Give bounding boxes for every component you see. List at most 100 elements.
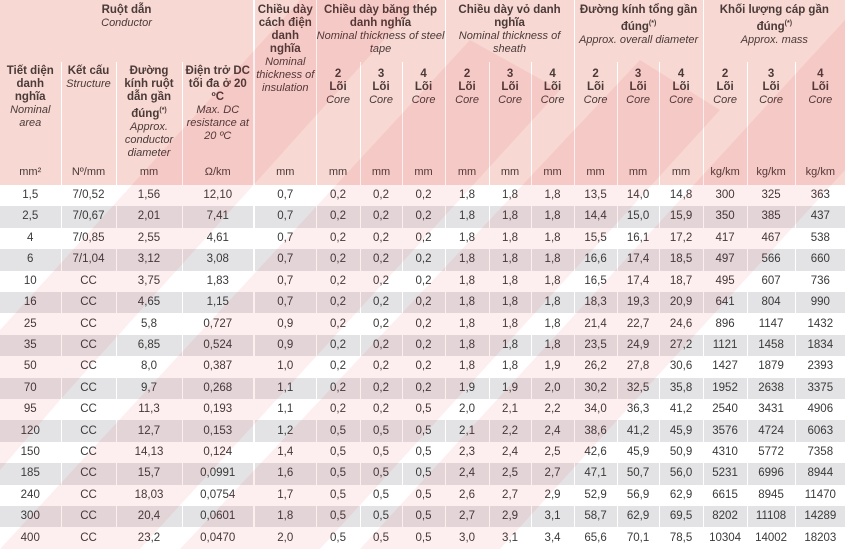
core-label-en: Core	[369, 94, 393, 107]
table-cell: 467	[746, 227, 796, 250]
table-cell: 2,9	[530, 484, 575, 506]
table-row: 50 CC 8,0 0,387 1,0 0,2 0,2 0,2 1,8 1,8 1,9 26,2 27,…	[0, 356, 845, 378]
table-cell: 2,0	[530, 377, 575, 399]
table-row: 25 CC 5,8 0,727 0,9 0,2 0,2 0,2 1,8 1,8 1,8 21,4 22,…	[0, 313, 845, 335]
table-cell: 0,7	[253, 227, 317, 250]
steel-tape-core-4-header: 4 Lõi Core	[401, 62, 446, 161]
table-cell: 2,01	[115, 206, 182, 228]
core-label-en: Core	[583, 94, 608, 107]
table-cell: 14002	[746, 527, 796, 549]
table-cell: 1952	[702, 377, 748, 399]
conductor-diameter-title-vi: Đường kính ruột dẫn gần đúng(*)	[124, 65, 174, 121]
core-label-vi: Lõi	[501, 81, 519, 94]
table-cell: 0,387	[181, 356, 256, 378]
table-cell: 1,8	[488, 206, 532, 228]
table-cell: 34,0	[573, 398, 618, 421]
table-row: 16 CC 4,65 1,15 0,7 0,2 0,2 0,2 1,8 1,8 1,8 18,3 19,…	[0, 291, 845, 314]
table-cell: 4906	[794, 398, 845, 421]
table-cell: 1147	[746, 313, 796, 335]
core-label-en: Core	[669, 94, 693, 107]
table-cell: 14,13	[115, 441, 182, 464]
table-cell: 12,7	[115, 420, 182, 442]
table-cell: 2,1	[444, 420, 490, 442]
table-cell: 9,7	[115, 377, 182, 399]
area-header: Tiết diện danh nghĩa Nominal area	[0, 62, 61, 161]
table-cell: 2393	[794, 356, 845, 378]
table-cell: 13,5	[573, 184, 618, 207]
unit-cell: mm	[315, 160, 361, 185]
table-cell: 25	[0, 313, 61, 335]
table-cell: 385	[746, 206, 796, 228]
table-row: 95 CC 11,3 0,193 1,1 0,2 0,2 0,5 2,0 2,1 2,2 34,0 36…	[0, 398, 845, 421]
table-row: 185 CC 15,7 0,0991 1,6 0,5 0,5 0,5 2,4 2,5 2,7 47,1…	[0, 463, 845, 485]
mass-core-3-header: 3 Lõi Core	[746, 62, 796, 161]
table-cell: 0,5	[401, 420, 446, 442]
core-label-vi: Lõi	[672, 81, 690, 94]
table-cell: 1432	[794, 313, 845, 335]
table-cell: 7358	[794, 441, 845, 464]
table-cell: 95	[0, 398, 61, 421]
table-cell: 14289	[794, 505, 845, 528]
table-cell: 8945	[746, 484, 796, 506]
table-cell: 607	[746, 270, 796, 292]
core-label-en: Core	[411, 94, 436, 107]
table-cell: 8,0	[115, 356, 182, 378]
table-row: 120 CC 12,7 0,153 1,2 0,5 0,5 0,5 2,1 2,2 2,4 38,6 4…	[0, 420, 845, 442]
steel-tape-core-3-header: 3 Lõi Core	[359, 62, 403, 161]
table-cell: 38,6	[573, 420, 618, 442]
core-label-en: Core	[455, 94, 479, 107]
table-cell: 0,2	[401, 291, 446, 314]
table-cell: 1427	[702, 356, 748, 378]
unit-cell: mm	[658, 160, 704, 185]
sheath-title-vi: Chiều dày vỏ danh nghĩa	[458, 4, 561, 29]
table-cell: 11470	[794, 484, 845, 506]
core-label-en: Core	[326, 94, 350, 107]
table-cell: 0,153	[181, 420, 256, 442]
table-cell: 50,9	[658, 441, 704, 464]
table-cell: 35,8	[658, 377, 704, 399]
table-row: 400 CC 23,2 0,0470 2,0 0,5 0,5 0,5 3,0 3,1 3,4 65,6…	[0, 527, 845, 549]
table-cell: 736	[794, 270, 845, 292]
core-label-vi: Lõi	[458, 81, 476, 94]
core-count: 2	[334, 68, 342, 81]
table-cell: 0,2	[315, 313, 361, 335]
table-cell: 3,4	[530, 527, 575, 549]
table-cell: 0,2	[315, 227, 361, 250]
table-cell: 5,8	[115, 313, 182, 335]
table-row: 300 CC 20,4 0,0601 1,8 0,5 0,5 0,5 2,7 2,9 3,1 58,7…	[0, 505, 845, 528]
table-cell: 3431	[746, 398, 796, 421]
table-cell: 0,0754	[181, 484, 256, 506]
core-count: 4	[420, 68, 427, 81]
table-row: 2,5 7/0,67 2,01 7,41 0,7 0,2 0,2 0,2 1,8 1,8 1,8 14…	[0, 206, 845, 228]
core-label-vi: Lõi	[414, 81, 433, 94]
core-label-vi: Lõi	[811, 81, 829, 94]
table-cell: 6615	[702, 484, 748, 506]
table-cell: 0,5	[359, 527, 403, 549]
table-cell: 19,3	[616, 291, 660, 314]
unit-cell: mm	[115, 160, 182, 185]
table-cell: 58,7	[573, 505, 618, 528]
insulation-header: Chiều dày cách điện danh nghĩa Nominal t…	[253, 0, 317, 161]
table-cell: 3,08	[181, 249, 256, 271]
mass-core-4-header: 4 Lõi Core	[794, 62, 845, 161]
table-cell: 2,5	[530, 441, 575, 464]
table-cell: 497	[702, 249, 748, 271]
table-cell: 1,8	[530, 206, 575, 228]
table-cell: 2,6	[444, 484, 490, 506]
table-cell: 4,61	[181, 227, 256, 250]
table-cell: 0,0470	[181, 527, 256, 549]
table-cell: 7/0,85	[60, 227, 116, 250]
table-cell: 3576	[702, 420, 748, 442]
table-cell: 350	[702, 206, 748, 228]
table-row: 240 CC 18,03 0,0754 1,7 0,5 0,5 0,5 2,6 2,7 2,9 52,…	[0, 484, 845, 506]
table-cell: 0,5	[315, 505, 361, 528]
table-cell: 1,8	[488, 227, 532, 250]
overall-diameter-core-4-header: 4 Lõi Core	[658, 62, 704, 161]
unit-cell: kg/km	[746, 160, 796, 185]
overall-diameter-title-vi: Đường kính tổng gần đúng(*)	[579, 4, 698, 33]
sheath-core-2-header: 2 Lõi Core	[444, 62, 490, 161]
conductor-diameter-title-en: Approx. conductor diameter	[124, 121, 174, 160]
table-cell: 0,2	[401, 356, 446, 378]
table-cell: 2,7	[488, 484, 532, 506]
mass-core-2-header: 2 Lõi Core	[702, 62, 748, 161]
